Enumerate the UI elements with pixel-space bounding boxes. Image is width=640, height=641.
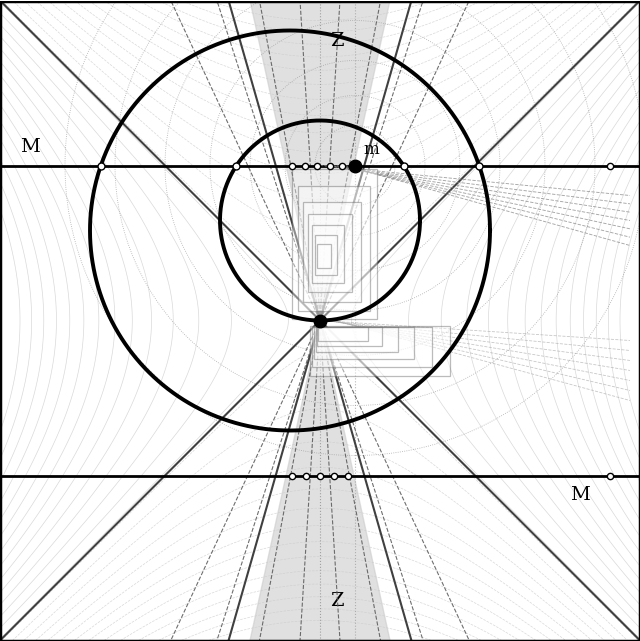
Text: m: m bbox=[363, 140, 379, 158]
Bar bbox=[318, 326, 368, 340]
Polygon shape bbox=[250, 320, 390, 640]
Bar bbox=[314, 326, 414, 358]
Bar bbox=[312, 326, 432, 367]
Bar bbox=[317, 244, 331, 267]
Bar bbox=[310, 326, 450, 376]
Text: Z: Z bbox=[330, 31, 344, 49]
Bar bbox=[292, 169, 377, 319]
Bar bbox=[298, 185, 370, 310]
Polygon shape bbox=[250, 1, 390, 320]
Bar bbox=[312, 224, 344, 283]
Text: M: M bbox=[20, 138, 40, 156]
Bar bbox=[317, 326, 382, 345]
Bar bbox=[315, 235, 337, 274]
Bar bbox=[303, 201, 361, 301]
Text: M: M bbox=[570, 485, 590, 503]
Bar bbox=[308, 213, 352, 292]
Text: Z: Z bbox=[330, 592, 344, 610]
Bar bbox=[316, 326, 398, 351]
